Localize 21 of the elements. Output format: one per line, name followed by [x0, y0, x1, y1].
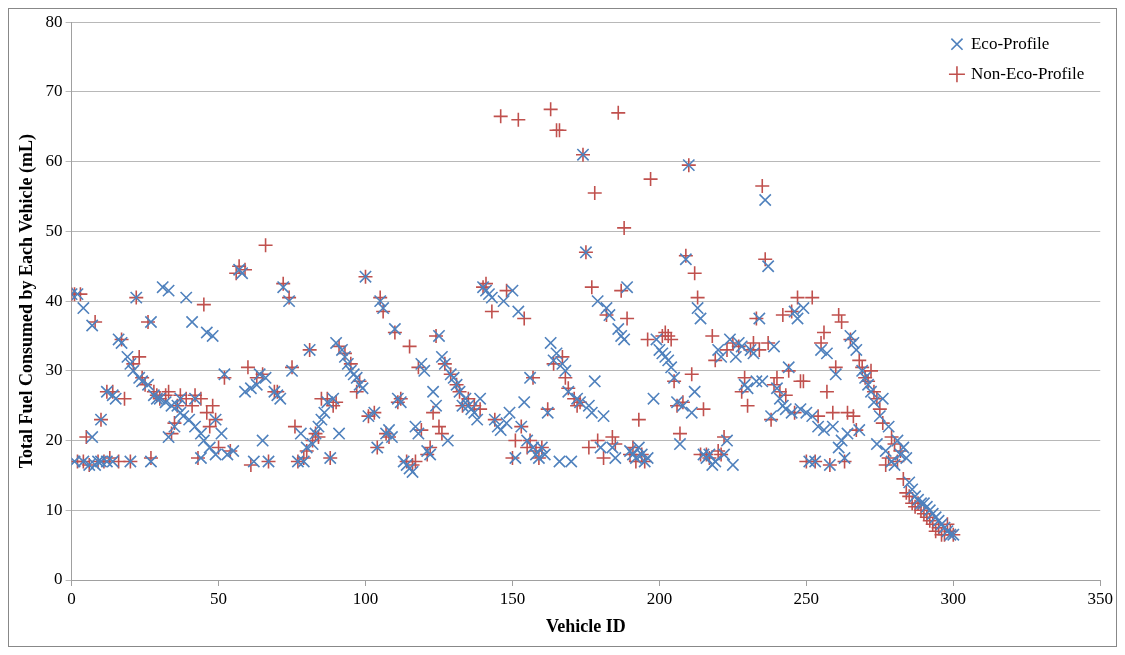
x-tick-label: 250 [793, 588, 820, 608]
legend-label: Non-Eco-Profile [970, 63, 1085, 83]
y-tick-label: 40 [45, 290, 63, 310]
y-tick-label: 50 [45, 220, 63, 240]
y-tick-label: 70 [45, 81, 63, 101]
x-tick-label: 0 [67, 588, 76, 608]
x-tick-label: 200 [646, 588, 673, 608]
y-tick-label: 60 [45, 151, 63, 171]
x-axis-title: Vehicle ID [546, 615, 626, 636]
x-tick-label: 100 [352, 588, 379, 608]
y-tick-label: 80 [45, 11, 63, 31]
x-tick-label: 50 [210, 588, 228, 608]
x-tick-label: 350 [1087, 588, 1113, 608]
x-tick-label: 150 [499, 588, 526, 608]
y-tick-label: 20 [45, 430, 63, 450]
y-tick-label: 0 [54, 569, 63, 589]
y-tick-label: 30 [45, 360, 63, 380]
x-tick-label: 300 [940, 588, 967, 608]
legend-label: Eco-Profile [970, 33, 1050, 53]
y-axis-title: Total Fuel Consumed by Each Vehicle (mL) [16, 133, 38, 469]
y-tick-label: 10 [45, 499, 63, 519]
